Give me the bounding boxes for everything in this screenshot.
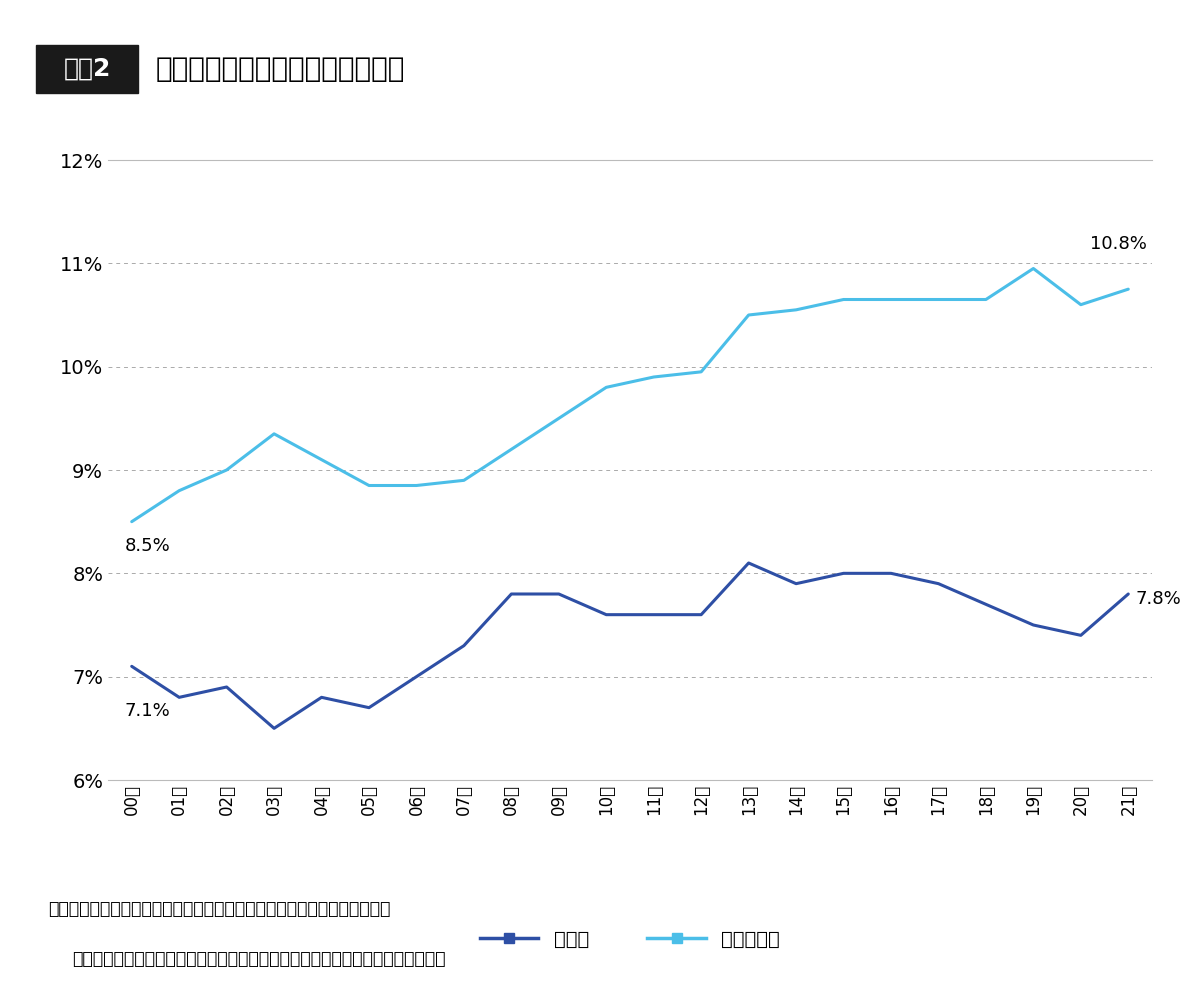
Text: （注）　　：二人以上の世帯のうち勤労者世帯。直接税は所得税、住民税など。: （注） ：二人以上の世帯のうち勤労者世帯。直接税は所得税、住民税など。 [72,950,445,968]
Text: 8.5%: 8.5% [125,537,170,555]
Text: 10.8%: 10.8% [1091,235,1147,253]
Text: 7.8%: 7.8% [1135,590,1181,608]
Text: 実収入に占める非消費支出の割合: 実収入に占める非消費支出の割合 [156,55,406,83]
Legend: 直接税, 社会保険料: 直接税, 社会保険料 [472,922,788,956]
Text: 図表2: 図表2 [64,57,110,81]
Text: 7.1%: 7.1% [125,702,170,720]
Text: （出所）　：総務省「家計調査」のデータを基に株式会社マネネが作成。: （出所） ：総務省「家計調査」のデータを基に株式会社マネネが作成。 [48,900,390,918]
